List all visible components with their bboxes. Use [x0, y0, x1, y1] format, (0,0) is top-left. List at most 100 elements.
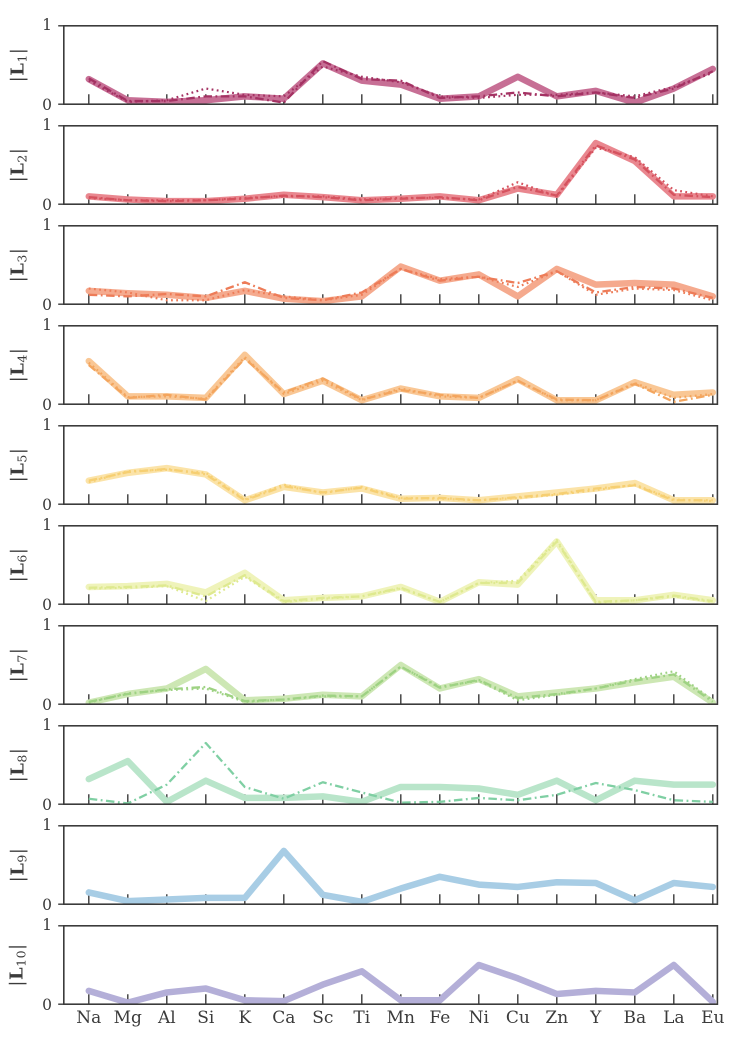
- y-axis-label-text: |L2|: [7, 148, 29, 183]
- plot-content: [85, 59, 717, 105]
- ylabel-letter: L: [7, 762, 29, 776]
- ylabel-letter: L: [7, 966, 28, 981]
- ylabel-letter: L: [7, 562, 29, 576]
- L8-dashdot-line: [88, 741, 713, 805]
- ylabel-close-bar: |: [7, 347, 29, 355]
- ylabel-close-bar: |: [7, 547, 29, 555]
- L2-dotted-line: [88, 146, 713, 202]
- plot-content: [85, 351, 717, 405]
- L5-solid-line: [85, 464, 717, 504]
- ylabel-letter: L: [7, 662, 29, 676]
- plot-frame: [63, 825, 719, 906]
- subplot-L5: |L5| 1 0: [0, 416, 747, 514]
- plot-area-L5: [58, 425, 719, 506]
- x-tick-label-Zn: Zn: [545, 1008, 569, 1028]
- y-axis-label-L4: |L4|: [4, 325, 32, 405]
- plot-content: [85, 847, 717, 905]
- y-tick-label-min: 0: [42, 96, 52, 114]
- ylabel-subscript: 9: [14, 854, 30, 863]
- y-tick-label-max: 1: [42, 316, 52, 334]
- x-tick-label-Si: Si: [197, 1008, 215, 1028]
- x-tick-label-Al: Al: [157, 1008, 176, 1028]
- L2-solid-line: [85, 139, 717, 205]
- ylabel-letter: L: [7, 62, 29, 76]
- plot-area-L7: [58, 625, 719, 706]
- y-tick-label-max: 1: [42, 616, 52, 634]
- y-tick-label-max: 1: [42, 216, 52, 234]
- ylabel-subscript: 4: [14, 354, 30, 363]
- plot-content: [85, 139, 717, 205]
- y-axis-label-L1: |L1|: [4, 25, 32, 105]
- y-tick-label-max: 1: [42, 716, 52, 734]
- x-tick-label-Fe: Fe: [429, 1008, 451, 1028]
- ylabel-open-bar: |: [7, 475, 29, 483]
- plot-content: [85, 661, 717, 705]
- plot-frame: [63, 325, 719, 406]
- subplot-L9: |L9| 1 0: [0, 816, 747, 914]
- y-axis-label-text: |L10|: [7, 943, 29, 986]
- ylabel-close-bar: |: [7, 747, 29, 755]
- y-axis-label-L2: |L2|: [4, 125, 32, 205]
- ylabel-close-bar: |: [7, 847, 29, 855]
- L9-solid-line: [85, 847, 717, 905]
- ylabel-subscript: 10: [14, 949, 29, 967]
- ylabel-subscript: 5: [14, 454, 30, 463]
- subplot-L4: |L4| 1 0: [0, 316, 747, 414]
- x-axis-labels: Na Mg Al Si K Ca Sc Ti Mn Fe Ni Cu Zn Y Ba La Eu: [0, 1008, 747, 1036]
- y-axis-label-text: |L5|: [7, 448, 29, 483]
- subplot-L1: |L1| 1 0: [0, 16, 747, 114]
- ylabel-open-bar: |: [7, 675, 29, 683]
- y-axis-label-text: |L7|: [7, 648, 29, 683]
- ylabel-subscript: 1: [14, 54, 30, 63]
- ylabel-open-bar: |: [7, 275, 29, 283]
- y-tick-label-min: 0: [42, 696, 52, 714]
- y-tick-label-max: 1: [42, 116, 52, 134]
- plot-area-L4: [58, 325, 719, 406]
- ylabel-open-bar: |: [7, 375, 29, 383]
- plot-frame: [63, 425, 719, 506]
- ylabel-letter: L: [7, 362, 29, 376]
- plot-area-L10: [58, 925, 719, 1006]
- subplot-L8: |L8| 1 0: [0, 716, 747, 814]
- plot-frame: [63, 725, 719, 806]
- plot-content: [85, 961, 717, 1005]
- plot-frame: [63, 625, 719, 706]
- plot-area-L3: [58, 225, 719, 306]
- y-tick-label-max: 1: [42, 16, 52, 34]
- y-axis-label-L6: |L6|: [4, 525, 32, 605]
- x-tick-label-Y: Y: [590, 1008, 602, 1028]
- plot-area-L6: [58, 525, 719, 606]
- y-tick-label-max: 1: [42, 916, 52, 934]
- y-axis-label-text: |L6|: [7, 548, 29, 583]
- L6-dashdot-line: [88, 540, 713, 603]
- plot-frame: [63, 925, 719, 1006]
- L1-dashdot-line: [88, 59, 714, 104]
- plot-content: [85, 263, 717, 305]
- plot-frame: [63, 25, 719, 106]
- y-axis-label-text: |L8|: [7, 748, 29, 783]
- plot-area-L2: [58, 125, 719, 206]
- plot-frame: [63, 125, 719, 206]
- L7-dashdot-line: [88, 665, 714, 703]
- ylabel-subscript: 6: [14, 554, 30, 563]
- L4-dashdot-line: [88, 357, 714, 403]
- y-tick-label-max: 1: [42, 416, 52, 434]
- y-axis-label-text: |L1|: [7, 48, 29, 83]
- subplot-L10: |L10| 1 0: [0, 916, 747, 1014]
- x-tick-label-K: K: [238, 1008, 252, 1028]
- y-tick-label-min: 0: [42, 296, 52, 314]
- plot-area-L8: [58, 725, 719, 806]
- subplot-L3: |L3| 1 0: [0, 216, 747, 314]
- L3-solid-line: [85, 263, 717, 305]
- x-tick-label-Mn: Mn: [386, 1008, 415, 1028]
- plot-area-L1: [58, 25, 719, 106]
- ylabel-subscript: 8: [14, 754, 30, 763]
- x-tick-label-Ni: Ni: [468, 1008, 489, 1028]
- x-tick-label-Ca: Ca: [272, 1008, 296, 1028]
- y-tick-label-max: 1: [42, 516, 52, 534]
- y-tick-label-min: 0: [42, 196, 52, 214]
- ylabel-letter: L: [7, 262, 29, 276]
- ylabel-close-bar: |: [7, 943, 28, 950]
- ylabel-letter: L: [7, 462, 29, 476]
